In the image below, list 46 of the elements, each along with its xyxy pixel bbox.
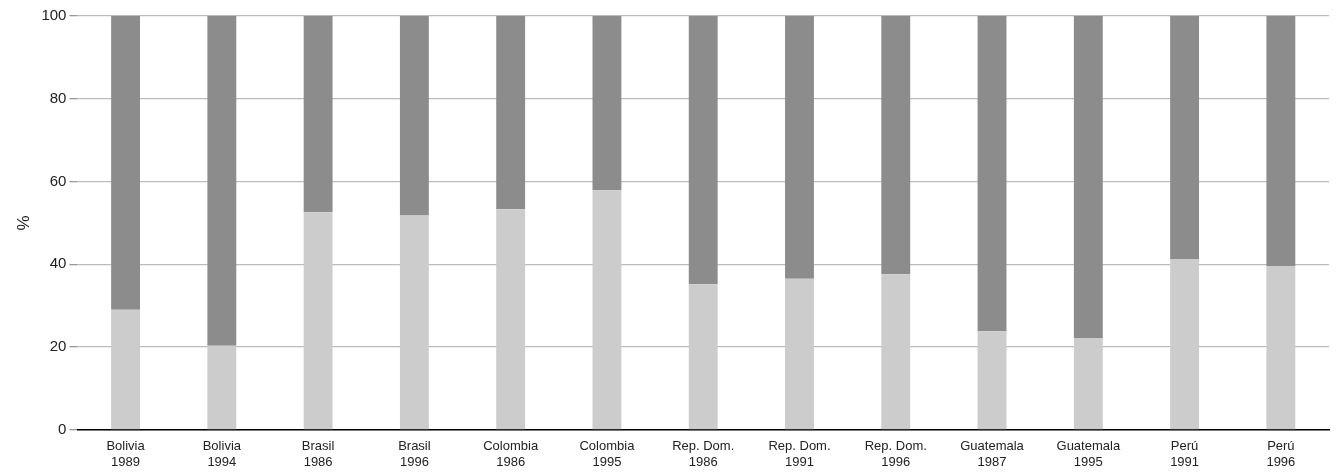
bar — [303, 16, 333, 213]
bar — [881, 274, 911, 430]
bar — [207, 345, 237, 430]
bar — [399, 16, 429, 216]
bar — [496, 16, 526, 210]
x-tick-label: Rep. Dom. 1996 — [864, 438, 927, 469]
bar — [977, 331, 1007, 430]
bar — [881, 16, 911, 275]
y-tick-label: 40 — [49, 254, 67, 272]
bar — [1073, 337, 1103, 430]
bar — [111, 309, 141, 430]
bar — [785, 278, 814, 430]
bar — [688, 16, 718, 285]
bar — [399, 215, 429, 430]
bar — [1170, 258, 1200, 430]
bar — [592, 16, 622, 191]
x-tick-label: Brasil 1996 — [398, 438, 431, 469]
y-tick-label: 80 — [49, 88, 67, 106]
bar — [207, 16, 237, 346]
bar — [977, 16, 1007, 332]
bar — [111, 16, 141, 310]
x-tick-label: Rep. Dom. 1986 — [672, 438, 735, 469]
x-tick-label: Brasil 1986 — [301, 438, 335, 469]
x-tick-label: Guatemala 1995 — [1056, 438, 1121, 469]
y-tick-label: 0 — [58, 419, 67, 437]
y-tick-label: 20 — [49, 337, 67, 355]
bar — [785, 16, 814, 279]
y-tick-label: 100 — [41, 6, 67, 24]
x-tick-label: Bolivia 1989 — [106, 438, 146, 469]
x-tick-label: Rep. Dom. 1991 — [768, 438, 831, 469]
bar — [1266, 16, 1296, 266]
x-tick-label: Perú 1996 — [1266, 438, 1296, 469]
bar — [303, 212, 333, 430]
bar — [592, 190, 622, 430]
bar — [1073, 16, 1103, 338]
y-tick-label: 60 — [49, 171, 67, 189]
bar — [1266, 265, 1296, 430]
x-tick-label: Guatemala 1987 — [960, 438, 1025, 469]
bar — [688, 284, 718, 430]
x-tick-label: Perú 1991 — [1170, 438, 1200, 469]
x-tick-label: Bolivia 1994 — [202, 438, 242, 469]
y-axis-title: % — [13, 215, 33, 231]
x-tick-label: Colombia 1986 — [483, 438, 539, 469]
x-tick-label: Colombia 1995 — [579, 438, 636, 469]
bar — [1170, 16, 1200, 259]
bar — [496, 209, 526, 430]
